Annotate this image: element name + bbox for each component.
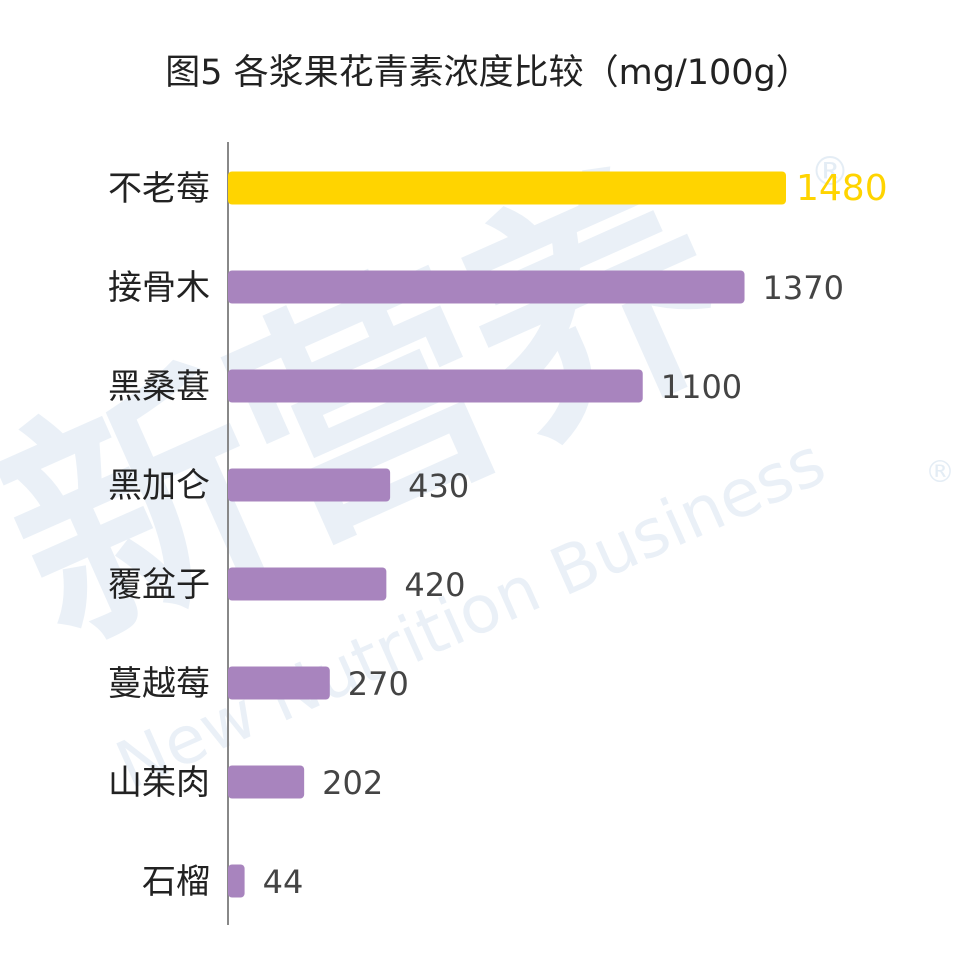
value-label: 44 bbox=[263, 863, 304, 901]
value-label: 202 bbox=[322, 764, 383, 802]
value-label: 270 bbox=[348, 665, 409, 703]
bar bbox=[228, 765, 305, 799]
bars bbox=[228, 171, 786, 898]
bar bbox=[228, 666, 330, 700]
bar bbox=[228, 468, 391, 502]
value-label: 1100 bbox=[661, 368, 742, 406]
category-label: 黑加仑 bbox=[108, 466, 210, 506]
category-label: 黑桑葚 bbox=[108, 367, 210, 407]
watermark-registered-mark: ® bbox=[810, 149, 850, 195]
value-label: 430 bbox=[408, 467, 469, 505]
bar bbox=[228, 864, 245, 898]
value-label: 1370 bbox=[763, 269, 844, 307]
category-label: 接骨木 bbox=[108, 268, 210, 308]
bar bbox=[228, 369, 643, 403]
bar bbox=[228, 171, 786, 205]
category-label: 山茱肉 bbox=[108, 763, 210, 803]
bar bbox=[228, 270, 745, 304]
category-label: 不老莓 bbox=[108, 169, 210, 209]
category-label: 蔓越莓 bbox=[108, 664, 210, 704]
watermark-registered-mark-2: ® bbox=[925, 455, 955, 490]
category-label: 石榴 bbox=[142, 862, 210, 902]
value-label: 420 bbox=[404, 566, 465, 604]
chart-title: 图5 各浆果花青素浓度比较（mg/100g） bbox=[165, 53, 811, 93]
value-labels: 1480 1370 1100 430 420 270 202 44 bbox=[263, 168, 888, 901]
category-label: 覆盆子 bbox=[108, 565, 210, 605]
value-label: 1480 bbox=[796, 168, 888, 209]
bar bbox=[228, 567, 387, 601]
